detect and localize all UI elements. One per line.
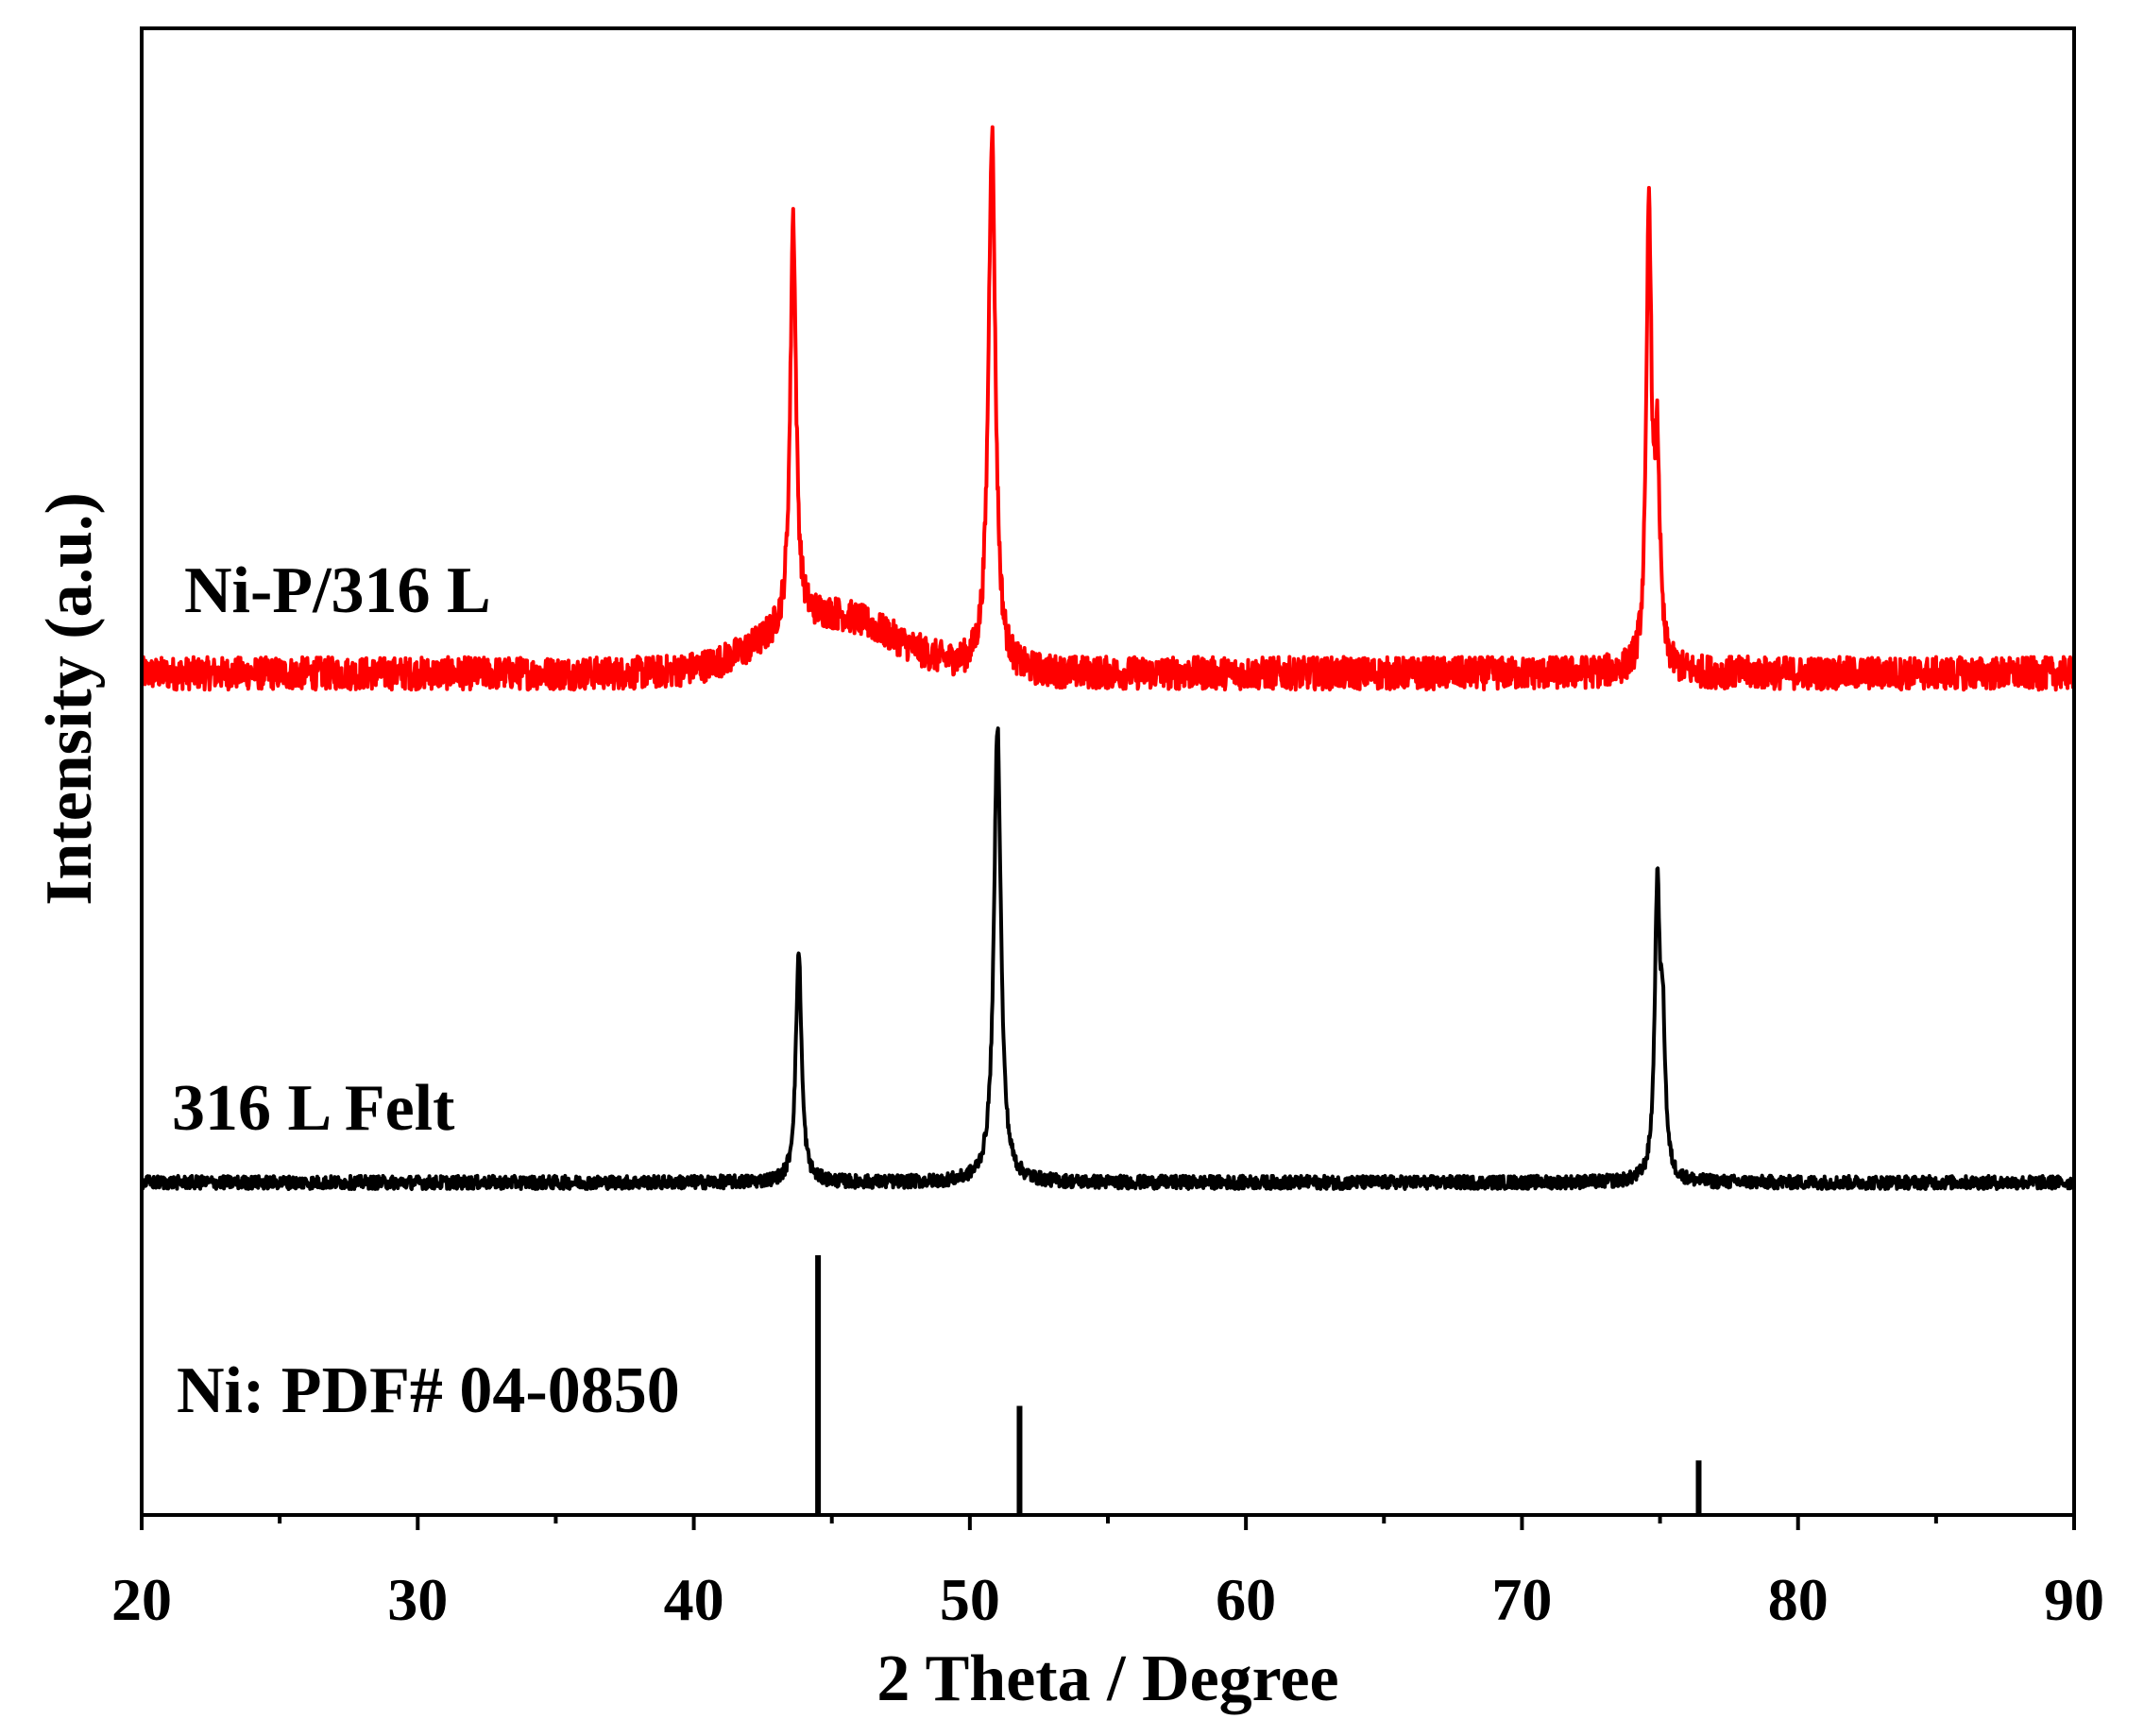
x-tick-label: 80 xyxy=(1768,1566,1829,1633)
x-tick-label: 50 xyxy=(940,1566,1000,1633)
y-axis-title: Intensity (a.u.) xyxy=(33,492,106,906)
x-tick-label: 60 xyxy=(1216,1566,1276,1633)
x-axis-title: 2 Theta / Degree xyxy=(876,1642,1338,1715)
series-label-316l-felt: 316 L Felt xyxy=(172,1072,454,1145)
x-tick-label: 90 xyxy=(2044,1566,2104,1633)
x-tick-label: 40 xyxy=(664,1566,724,1633)
x-axis: 20 30 40 50 60 70 80 90 xyxy=(111,1515,2104,1633)
plot-content xyxy=(140,125,2076,1515)
x-tick-label: 70 xyxy=(1491,1566,1552,1633)
reference-label: Ni: PDF# 04-0850 xyxy=(177,1354,680,1427)
plot-frame xyxy=(140,26,2076,1517)
series-line-ni-p-316-l xyxy=(140,125,2076,692)
series-line-316-l-felt xyxy=(140,726,2076,1191)
x-tick-label: 30 xyxy=(387,1566,448,1633)
series-label-ni-p-316l: Ni-P/316 L xyxy=(184,554,491,627)
x-tick-label: 20 xyxy=(111,1566,172,1633)
